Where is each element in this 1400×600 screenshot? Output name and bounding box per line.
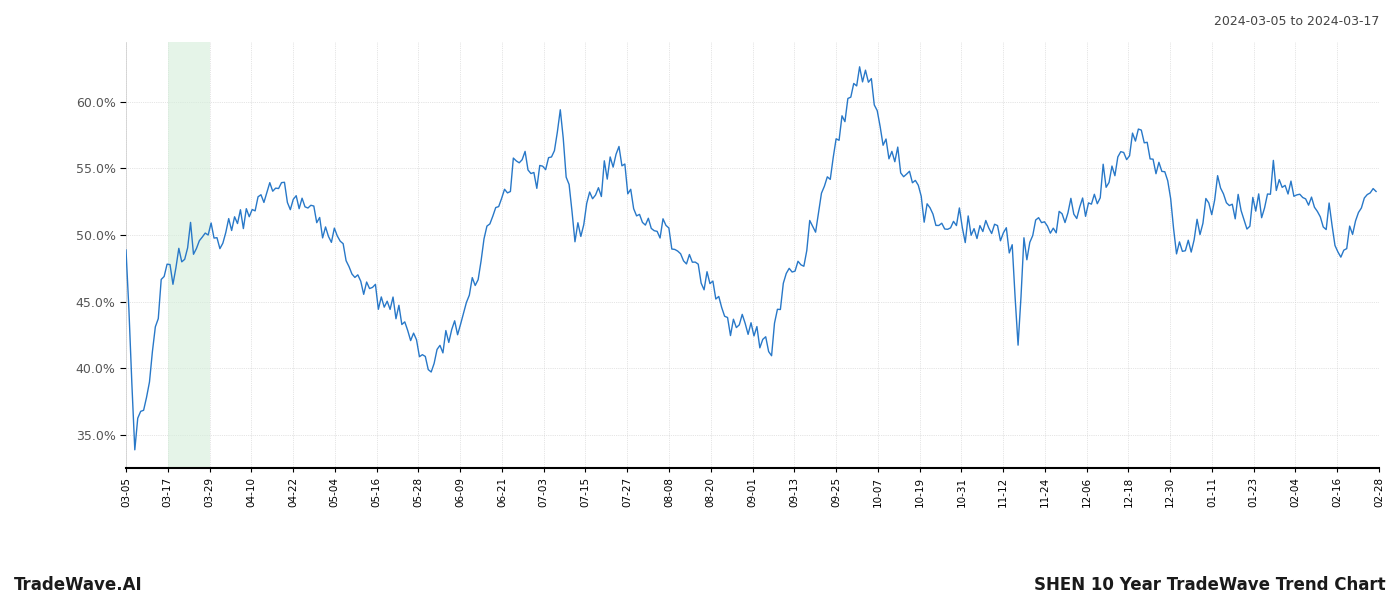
Text: SHEN 10 Year TradeWave Trend Chart: SHEN 10 Year TradeWave Trend Chart (1035, 576, 1386, 594)
Text: TradeWave.AI: TradeWave.AI (14, 576, 143, 594)
Bar (168, 42, 210, 468)
Text: 2024-03-05 to 2024-03-17: 2024-03-05 to 2024-03-17 (1214, 15, 1379, 28)
